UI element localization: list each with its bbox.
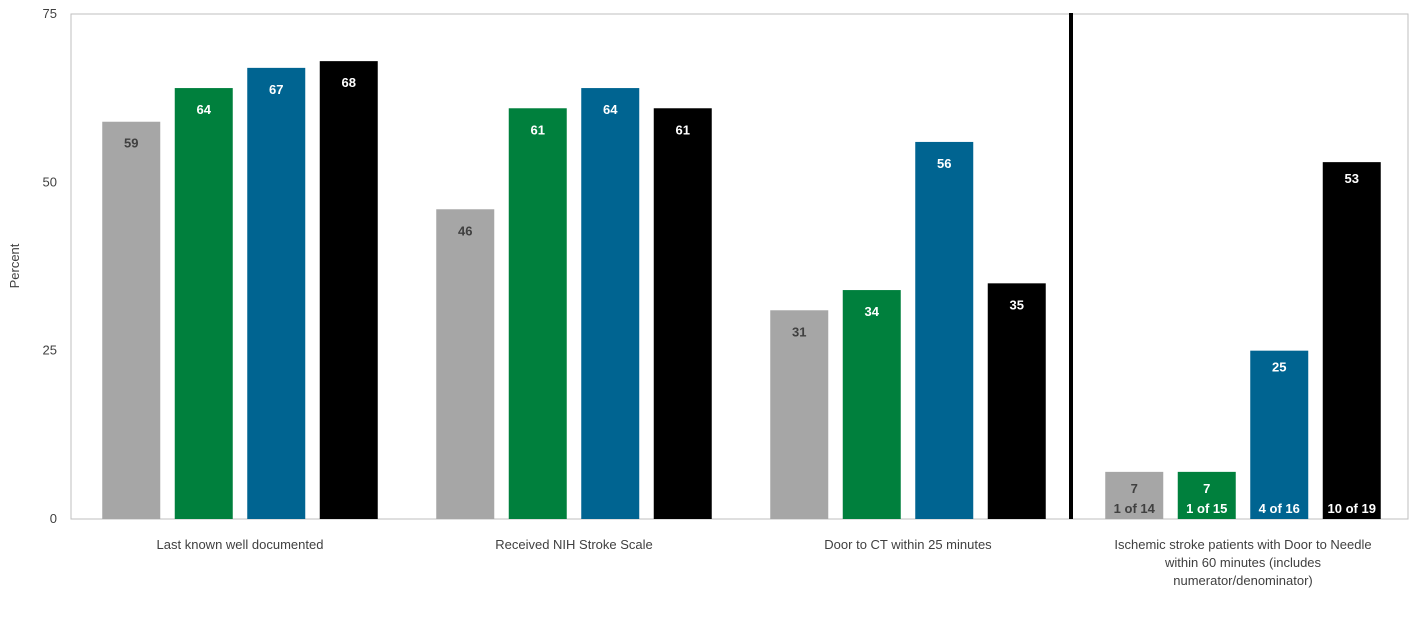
bar-fraction-label: 10 of 19	[1328, 501, 1376, 516]
bar	[915, 141, 974, 519]
bar	[247, 67, 306, 519]
x-category-label: Door to CT within 25 minutes	[824, 537, 992, 552]
y-tick-label: 75	[43, 6, 57, 21]
x-category-label: Ischemic stroke patients with Door to Ne…	[1114, 537, 1371, 588]
bar	[581, 88, 640, 520]
y-tick-label: 0	[50, 511, 57, 526]
bar-value-label: 46	[458, 223, 472, 238]
bar-value-label: 68	[342, 75, 356, 90]
bar-value-label: 35	[1010, 297, 1024, 312]
bar	[1105, 471, 1164, 519]
bar-value-label: 25	[1272, 360, 1286, 375]
bar	[1322, 162, 1381, 519]
bar-value-label: 34	[865, 304, 880, 319]
bars	[102, 61, 1381, 520]
data-labels: 59 46 31 7 1 of 14 64 61 34 7 1 of 15 67 64 56 25 4 of…	[124, 75, 1376, 516]
bar-value-label: 61	[531, 122, 545, 137]
bar-fraction-label: 1 of 14	[1114, 501, 1156, 516]
bar	[653, 108, 712, 520]
bar	[1177, 471, 1236, 519]
y-tick-label: 50	[43, 174, 57, 189]
bar-value-label: 64	[197, 102, 212, 117]
bar-value-label: 56	[937, 156, 951, 171]
x-category-label: Last known well documented	[157, 537, 324, 552]
x-category-label: Received NIH Stroke Scale	[495, 537, 653, 552]
bar-value-label: 61	[676, 122, 690, 137]
bar-value-label: 53	[1345, 171, 1359, 186]
bar-fraction-label: 1 of 15	[1186, 501, 1227, 516]
bar	[842, 290, 901, 519]
bar	[436, 209, 495, 519]
axes: 0 25 50 75 Last known well documented Receive…	[43, 6, 1409, 588]
y-tick-label: 25	[43, 343, 57, 358]
bar-value-label: 64	[603, 102, 618, 117]
bar	[508, 108, 567, 520]
bar	[174, 88, 233, 520]
bar-value-label: 7	[1131, 481, 1138, 496]
bar	[770, 310, 829, 519]
bar	[319, 61, 378, 520]
bar-value-label: 31	[792, 324, 806, 339]
y-axis-label: Percent	[7, 243, 22, 288]
bar-fraction-label: 4 of 16	[1259, 501, 1300, 516]
bar	[987, 283, 1046, 519]
bar	[1250, 350, 1309, 519]
bar-value-label: 59	[124, 136, 138, 151]
bar	[102, 121, 161, 519]
bar-value-label: 7	[1203, 481, 1210, 496]
bar-value-label: 67	[269, 82, 283, 97]
plot-frame	[70, 13, 1409, 520]
